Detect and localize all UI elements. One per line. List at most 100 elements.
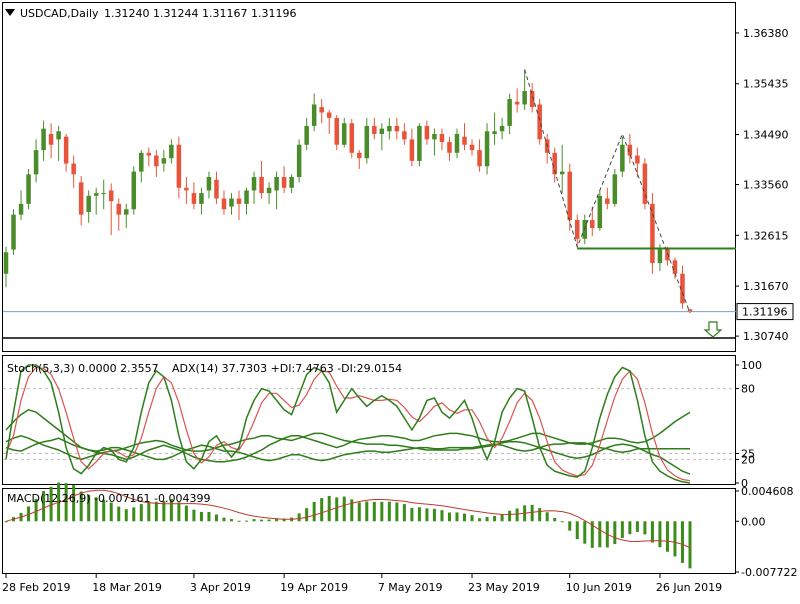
macd-bar (508, 510, 512, 522)
bearish-candle (236, 198, 242, 204)
bearish-candle (176, 144, 182, 188)
macd-bar (214, 514, 218, 522)
price-axis: 1.36380 1.35435 1.34490 1.33560 1.32615 1.316… (735, 27, 789, 343)
macd-bar (34, 498, 38, 522)
macd-bar (538, 508, 542, 522)
macd-bar (380, 501, 384, 522)
bullish-candle (522, 91, 527, 105)
macd-bar (305, 508, 309, 522)
bearish-candle (469, 144, 475, 151)
bullish-candle (86, 195, 91, 212)
macd-bar (590, 521, 594, 548)
macd-signal-path (5, 489, 691, 549)
bullish-candle (56, 131, 61, 140)
macd-bar (229, 519, 233, 522)
macd-bar (365, 501, 369, 522)
macd-bar (267, 519, 271, 522)
macd-bar (530, 504, 534, 522)
zigzag-line (524, 69, 691, 314)
minus-di-line (5, 437, 690, 462)
price-tick-label: 1.33560 (743, 179, 789, 192)
bullish-candle (229, 198, 234, 207)
ohlc-readout: 1.31240 1.31244 1.31167 1.31196 (104, 7, 296, 20)
macd-bar (440, 510, 444, 522)
macd-histogram (4, 482, 692, 569)
adx-line (5, 408, 691, 463)
macd-bar (463, 513, 467, 522)
macd-bar (665, 521, 669, 552)
bearish-candle (665, 249, 670, 261)
macd-bar (650, 521, 654, 543)
macd-bar (312, 501, 316, 522)
stoch-tick-label: 25 (741, 448, 755, 461)
bearish-candle (394, 125, 400, 132)
macd-bar (372, 501, 376, 522)
bearish-candle (63, 136, 69, 164)
macd-bar (470, 515, 474, 522)
bullish-candle (244, 190, 249, 204)
macd-bar (132, 507, 136, 522)
bullish-candle (3, 252, 9, 274)
bullish-candle (620, 144, 625, 172)
macd-bar (42, 491, 46, 522)
date-tick-label: 28 Feb 2019 (2, 581, 70, 594)
macd-tick-label: -0.007722 (741, 566, 797, 579)
macd-bar (275, 518, 279, 522)
bearish-candle (334, 117, 339, 145)
date-axis: 28 Feb 2019 18 Mar 2019 3 Apr 2019 19 Apr 2… (2, 574, 722, 594)
bearish-candle (439, 134, 445, 143)
macd-bar (620, 521, 624, 538)
macd-bar (102, 499, 106, 522)
macd-bar (402, 504, 406, 522)
price-tick-label: 1.34490 (743, 129, 789, 142)
chart-symbol-title: USDCAD,Daily (20, 7, 99, 20)
bearish-candle (605, 198, 610, 204)
price-overlays: 1.31196 (3, 69, 794, 339)
macd-bar (425, 508, 429, 522)
macd-bar (643, 521, 647, 535)
macd-label: MACD(12,26,9) -0.007161 -0.004399 (7, 492, 210, 505)
bearish-candle (590, 220, 595, 229)
bearish-candle (409, 139, 415, 161)
stoch-tick-label: 100 (741, 359, 762, 372)
stoch-panel-frame (2, 355, 736, 485)
price-tick-label: 1.32615 (743, 229, 789, 242)
bearish-candle (281, 177, 287, 188)
bullish-candle (41, 128, 46, 151)
bearish-candle (357, 152, 362, 159)
date-tick-label: 7 May 2019 (378, 581, 443, 594)
macd-bar (260, 519, 264, 522)
bullish-candle (206, 177, 212, 191)
macd-bar (245, 520, 249, 522)
macd-bar (252, 519, 256, 522)
macd-bar (455, 512, 459, 522)
bullish-candle (131, 171, 137, 210)
bearish-candle (680, 273, 685, 304)
macd-bar (575, 521, 579, 540)
macd-bar (335, 497, 339, 522)
dropdown-triangle-icon[interactable] (5, 9, 15, 16)
bullish-candle (454, 134, 460, 153)
candlestick-series (3, 69, 693, 313)
bullish-candle (124, 209, 129, 215)
plus-di-line (5, 432, 691, 475)
bullish-candle (296, 144, 302, 177)
bullish-candle (161, 158, 167, 164)
macd-tick-label: 0.00 (741, 515, 766, 528)
bearish-candle (574, 220, 580, 239)
macd-bar (560, 521, 564, 523)
price-tick-label: 1.30740 (743, 330, 789, 343)
bullish-candle (18, 203, 24, 215)
bearish-candle (402, 131, 407, 140)
bullish-candle (417, 125, 422, 161)
bearish-candle (108, 190, 114, 202)
stoch-tick-label: 0 (741, 477, 748, 490)
bullish-candle (199, 193, 204, 204)
bullish-candle (657, 249, 663, 263)
macd-bar (109, 502, 113, 522)
macd-bar (327, 495, 331, 522)
bearish-candle (424, 125, 430, 140)
bearish-candle (447, 142, 452, 153)
